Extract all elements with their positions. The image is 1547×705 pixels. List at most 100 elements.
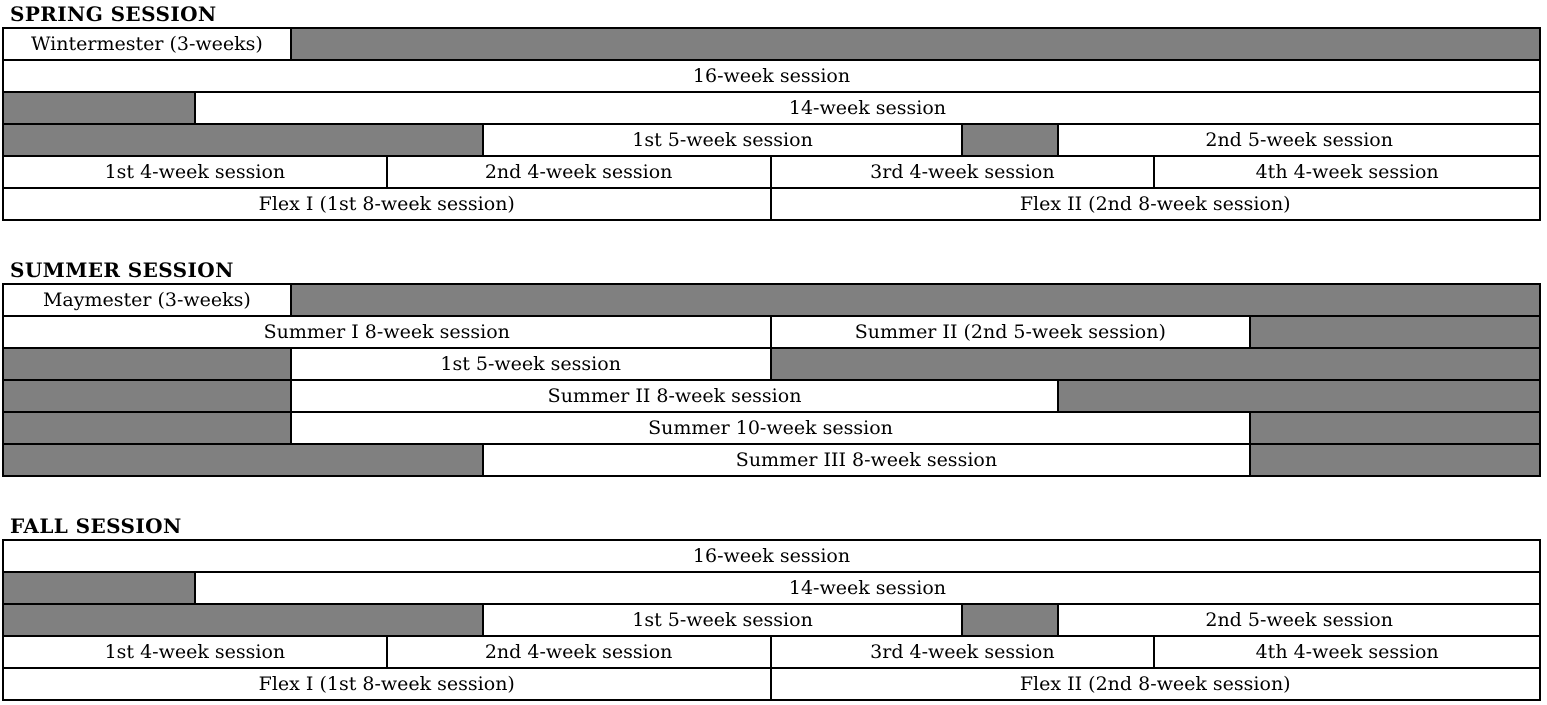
session-bar: 14-week session <box>195 93 1539 123</box>
session-label: Summer 10-week session <box>648 417 893 439</box>
session-label: 2nd 4-week session <box>484 641 673 663</box>
session-label: Flex II (2nd 8-week session) <box>1019 193 1291 215</box>
session-bar: 2nd 4-week session <box>387 157 772 187</box>
session-label: 4th 4-week session <box>1255 161 1439 183</box>
session-label: 3rd 4-week session <box>870 641 1055 663</box>
closed-period-bar <box>291 29 1539 59</box>
closed-period-bar <box>4 573 196 603</box>
session-row: 1st 4-week session 2nd 4-week session 3rd … <box>4 157 1539 189</box>
closed-period-bar <box>4 605 484 635</box>
session-row: 14-week session <box>4 93 1539 125</box>
closed-period-bar <box>4 125 484 155</box>
closed-period-bar <box>1251 413 1539 443</box>
session-bar: 4th 4-week session <box>1155 637 1539 667</box>
session-label: Maymester (3-weeks) <box>42 289 251 311</box>
session-bar: 1st 4-week session <box>4 637 388 667</box>
closed-period-bar <box>1251 317 1539 347</box>
closed-period-bar <box>4 93 196 123</box>
session-row: 1st 5-week session 2nd 5-week session <box>4 125 1539 157</box>
closed-period-bar <box>4 349 292 379</box>
session-row: 16-week session <box>4 541 1539 573</box>
session-bar: 16-week session <box>4 541 1539 571</box>
academic-calendar-sessions: SPRING SESSION Wintermester (3-weeks) 16-w… <box>2 3 1545 701</box>
summer-session-table: Maymester (3-weeks) Summer I 8-week sessi… <box>2 283 1541 477</box>
spring-session-section: SPRING SESSION Wintermester (3-weeks) 16-w… <box>2 3 1545 221</box>
session-bar: 1st 5-week session <box>483 605 964 635</box>
session-label: Summer II 8-week session <box>547 385 802 407</box>
session-bar: Summer 10-week session <box>291 413 1252 443</box>
session-label: 3rd 4-week session <box>870 161 1055 183</box>
session-label: 2nd 4-week session <box>484 161 673 183</box>
summer-session-section: SUMMER SESSION Maymester (3-weeks) Summer … <box>2 259 1545 477</box>
session-bar: Maymester (3-weeks) <box>4 285 292 315</box>
session-bar: 3rd 4-week session <box>771 157 1156 187</box>
session-bar: 1st 5-week session <box>291 349 772 379</box>
session-label: Summer II (2nd 5-week session) <box>854 321 1166 343</box>
session-label: 1st 4-week session <box>104 641 286 663</box>
closed-period-bar <box>4 381 292 411</box>
session-label: 2nd 5-week session <box>1205 609 1393 631</box>
session-bar: 14-week session <box>195 573 1539 603</box>
closed-period-bar <box>963 125 1060 155</box>
session-bar: Flex II (2nd 8-week session) <box>771 189 1539 219</box>
session-label: 14-week session <box>788 97 947 119</box>
closed-period-bar <box>4 445 484 475</box>
fall-section-title: FALL SESSION <box>10 514 182 538</box>
session-bar: 2nd 5-week session <box>1059 125 1539 155</box>
fall-session-table: 16-week session 14-week session 1st 5-week… <box>2 539 1541 701</box>
session-bar: 2nd 5-week session <box>1059 605 1539 635</box>
session-label: Flex I (1st 8-week session) <box>258 193 515 215</box>
session-label: 1st 5-week session <box>632 609 813 631</box>
session-row: Flex I (1st 8-week session) Flex II (2nd … <box>4 669 1539 699</box>
session-row: Wintermester (3-weeks) <box>4 29 1539 61</box>
closed-period-bar <box>963 605 1060 635</box>
session-bar: Flex I (1st 8-week session) <box>4 189 772 219</box>
closed-period-bar <box>771 349 1539 379</box>
session-bar: Summer III 8-week session <box>483 445 1252 475</box>
session-bar: Summer I 8-week session <box>4 317 772 347</box>
session-label: 14-week session <box>788 577 947 599</box>
session-row: 16-week session <box>4 61 1539 93</box>
session-row: Maymester (3-weeks) <box>4 285 1539 317</box>
session-label: Summer III 8-week session <box>735 449 998 471</box>
session-row: Summer II 8-week session <box>4 381 1539 413</box>
session-bar: 1st 5-week session <box>483 125 964 155</box>
session-bar: 16-week session <box>4 61 1539 91</box>
session-label: 4th 4-week session <box>1255 641 1439 663</box>
closed-period-bar <box>291 285 1539 315</box>
session-row: Summer 10-week session <box>4 413 1539 445</box>
session-label: 16-week session <box>692 65 851 87</box>
closed-period-bar <box>4 413 292 443</box>
session-bar: 2nd 4-week session <box>387 637 772 667</box>
session-bar: Flex I (1st 8-week session) <box>4 669 772 699</box>
spring-section-title: SPRING SESSION <box>10 2 217 26</box>
session-row: Summer I 8-week session Summer II (2nd 5-… <box>4 317 1539 349</box>
session-label: Flex II (2nd 8-week session) <box>1019 673 1291 695</box>
session-bar: 1st 4-week session <box>4 157 388 187</box>
session-row: Summer III 8-week session <box>4 445 1539 475</box>
session-label: Wintermester (3-weeks) <box>30 33 263 55</box>
session-bar: 4th 4-week session <box>1155 157 1539 187</box>
session-label: 16-week session <box>692 545 851 567</box>
fall-session-section: FALL SESSION 16-week session 14-week sessi… <box>2 515 1545 701</box>
session-label: 2nd 5-week session <box>1205 129 1393 151</box>
session-row: Flex I (1st 8-week session) Flex II (2nd … <box>4 189 1539 219</box>
session-bar: Wintermester (3-weeks) <box>4 29 292 59</box>
session-row: 1st 5-week session <box>4 349 1539 381</box>
session-label: 1st 5-week session <box>632 129 813 151</box>
closed-period-bar <box>1059 381 1539 411</box>
session-bar: Summer II 8-week session <box>291 381 1060 411</box>
session-row: 14-week session <box>4 573 1539 605</box>
session-bar: Summer II (2nd 5-week session) <box>771 317 1252 347</box>
session-bar: Flex II (2nd 8-week session) <box>771 669 1539 699</box>
session-label: 1st 5-week session <box>440 353 621 375</box>
session-label: Flex I (1st 8-week session) <box>258 673 515 695</box>
closed-period-bar <box>1251 445 1539 475</box>
session-bar: 3rd 4-week session <box>771 637 1156 667</box>
session-label: Summer I 8-week session <box>263 321 510 343</box>
session-label: 1st 4-week session <box>104 161 286 183</box>
session-row: 1st 5-week session 2nd 5-week session <box>4 605 1539 637</box>
summer-section-title: SUMMER SESSION <box>10 258 234 282</box>
spring-session-table: Wintermester (3-weeks) 16-week session 14-… <box>2 27 1541 221</box>
session-row: 1st 4-week session 2nd 4-week session 3rd … <box>4 637 1539 669</box>
